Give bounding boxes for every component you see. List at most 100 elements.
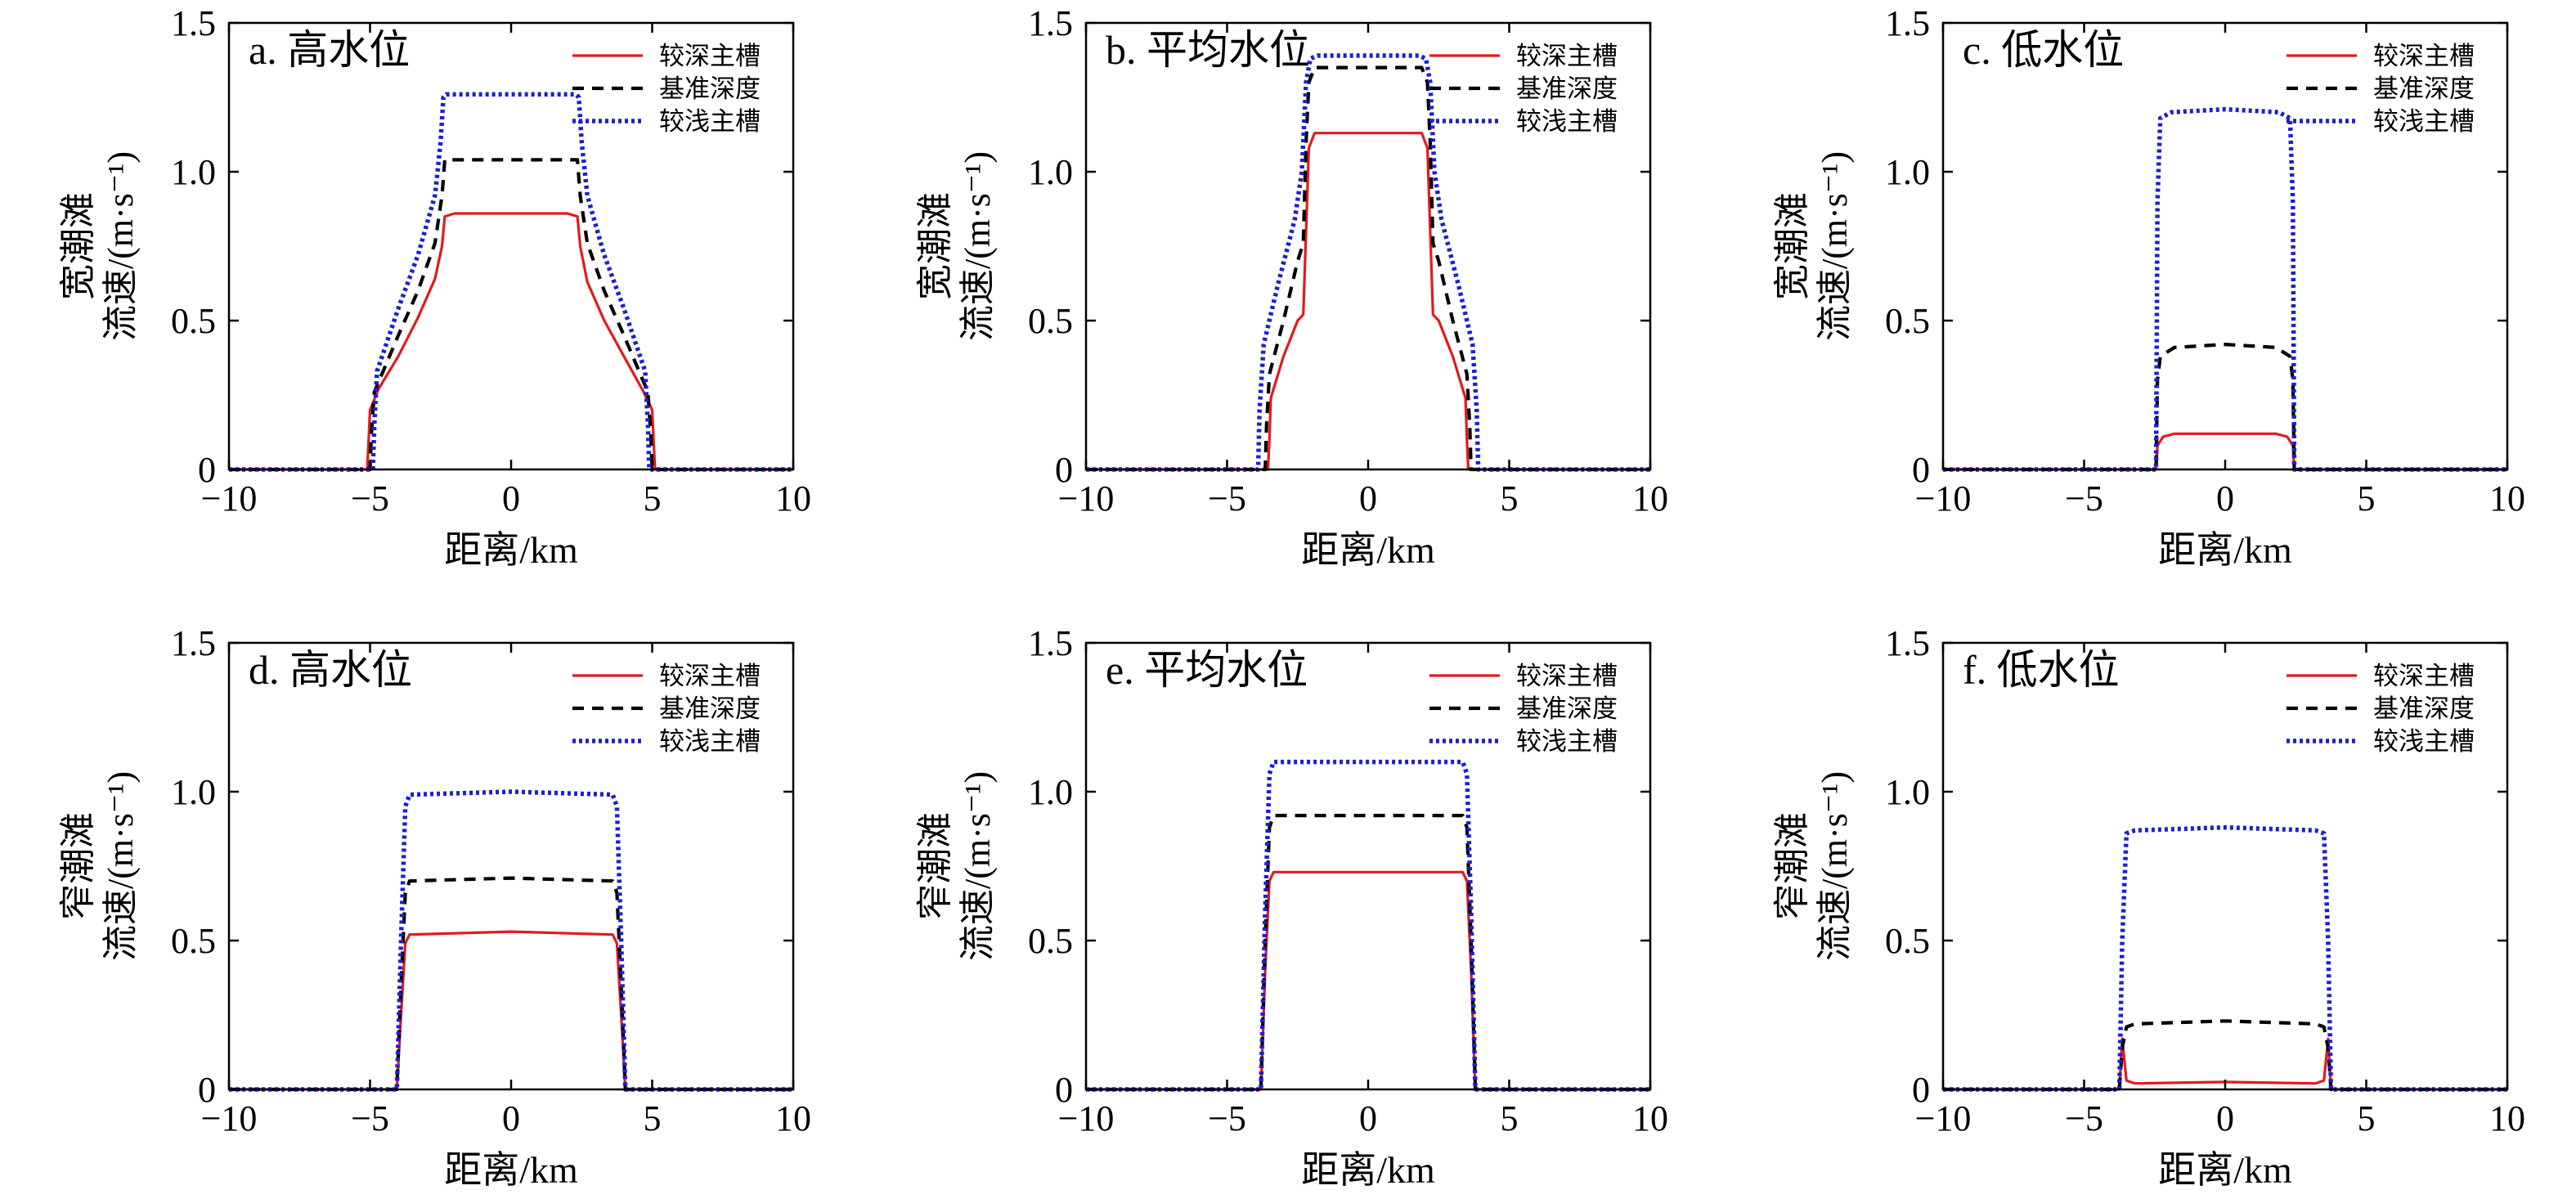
series-line-1 xyxy=(1086,870,1650,1091)
legend-label-2: 基准深度 xyxy=(2373,694,2475,723)
y-axis-label-line1: 窄潮滩 xyxy=(58,812,98,920)
y-axis-label-line2: 流速/(m·s⁻¹) xyxy=(1815,771,1855,961)
series-line-2 xyxy=(229,876,793,1092)
x-axis-label: 距离/km xyxy=(1301,1149,1435,1191)
y-tick-label: 1.5 xyxy=(1028,3,1073,43)
legend-label-1: 较深主槽 xyxy=(1516,42,1618,70)
panel-title: f. 低水位 xyxy=(1963,647,2120,693)
x-tick-label: 5 xyxy=(1501,1098,1519,1138)
y-tick-label: 1.0 xyxy=(1885,772,1930,812)
legend-label-2: 基准深度 xyxy=(2373,74,2475,103)
series-line-3 xyxy=(1086,53,1650,472)
legend-label-3: 较浅主槽 xyxy=(1516,107,1618,136)
series-line-3 xyxy=(1943,824,2507,1092)
y-tick-label: 1.5 xyxy=(1028,623,1073,663)
y-tick-label: 1.5 xyxy=(171,623,216,663)
panel-title: a. 高水位 xyxy=(249,27,410,73)
y-axis-label-line1: 窄潮滩 xyxy=(915,812,955,920)
y-tick-label: 1.0 xyxy=(1028,152,1073,192)
y-axis-label-line2: 流速/(m·s⁻¹) xyxy=(958,771,998,961)
x-tick-label: 0 xyxy=(2216,478,2234,519)
series-line-2 xyxy=(1086,814,1650,1092)
legend-label-2: 基准深度 xyxy=(659,74,761,103)
y-axis-label-line2: 流速/(m·s⁻¹) xyxy=(1815,151,1855,341)
series-line-1 xyxy=(229,212,793,471)
x-tick-label: −5 xyxy=(1208,1098,1246,1138)
y-axis-label-line1: 窄潮滩 xyxy=(1772,812,1812,920)
chart-panel-3: −10 −5 0 5 10 0 0.5 1.0 1.5 距离/km 宽潮滩 流速/(m·s⁻¹) c. … xyxy=(1772,3,2525,571)
legend-label-1: 较深主槽 xyxy=(1516,662,1618,690)
x-tick-label: −10 xyxy=(1058,478,1115,519)
y-tick-label: 1.5 xyxy=(1885,623,1930,663)
y-tick-label: 1.0 xyxy=(1885,152,1930,192)
x-tick-label: −10 xyxy=(1915,1098,1972,1138)
y-axis-label-line1: 宽潮滩 xyxy=(58,192,98,300)
x-tick-label: −5 xyxy=(2065,478,2103,519)
series-line-3 xyxy=(1086,759,1650,1092)
x-tick-label: 5 xyxy=(644,1098,662,1138)
x-tick-label: −10 xyxy=(201,1098,258,1138)
legend-label-3: 较浅主槽 xyxy=(659,107,761,136)
x-tick-label: −10 xyxy=(1915,478,1972,519)
legend-label-1: 较深主槽 xyxy=(2373,662,2475,690)
y-tick-label: 0 xyxy=(198,1070,216,1110)
x-axis-label: 距离/km xyxy=(444,1149,578,1191)
y-tick-label: 1.5 xyxy=(171,3,216,43)
series-line-1 xyxy=(1086,132,1650,471)
y-tick-label: 0 xyxy=(1055,450,1073,490)
legend-label-1: 较深主槽 xyxy=(2373,42,2475,70)
y-tick-label: 0 xyxy=(1055,1070,1073,1110)
legend-label-3: 较浅主槽 xyxy=(2373,727,2475,756)
panel-title: d. 高水位 xyxy=(249,647,412,693)
legend-label-2: 基准深度 xyxy=(1516,74,1618,103)
x-tick-label: 5 xyxy=(644,478,662,519)
x-tick-label: −5 xyxy=(1208,478,1246,519)
chart-panel-2: −10 −5 0 5 10 0 0.5 1.0 1.5 距离/km 宽潮滩 流速/(m·s⁻¹) b. … xyxy=(915,3,1668,571)
series-line-2 xyxy=(1086,65,1650,472)
x-tick-label: −5 xyxy=(351,1098,389,1138)
series-line-2 xyxy=(1943,1019,2507,1092)
x-tick-label: 0 xyxy=(1359,1098,1377,1138)
y-tick-label: 1.0 xyxy=(1028,772,1073,812)
y-tick-label: 0 xyxy=(1912,1070,1930,1110)
x-axis-label: 距离/km xyxy=(444,529,578,571)
x-tick-label: 5 xyxy=(1501,478,1519,519)
x-tick-label: 0 xyxy=(502,1098,520,1138)
series-line-3 xyxy=(1943,106,2507,472)
x-tick-label: 10 xyxy=(1632,478,1668,519)
chart-panel-6: −10 −5 0 5 10 0 0.5 1.0 1.5 距离/km 窄潮滩 流速/(m·s⁻¹) f. … xyxy=(1772,623,2525,1191)
y-tick-label: 1.0 xyxy=(171,152,216,192)
y-tick-label: 0.5 xyxy=(171,301,216,341)
y-axis-label-line2: 流速/(m·s⁻¹) xyxy=(101,151,141,341)
x-axis-label: 距离/km xyxy=(1301,529,1435,571)
y-tick-label: 0.5 xyxy=(1028,301,1073,341)
chart-panel-4: −10 −5 0 5 10 0 0.5 1.0 1.5 距离/km 窄潮滩 流速/(m·s⁻¹) d. … xyxy=(58,623,811,1191)
legend-label-3: 较浅主槽 xyxy=(1516,727,1618,756)
y-tick-label: 1.5 xyxy=(1885,3,1930,43)
series-line-3 xyxy=(229,92,793,472)
legend-label-1: 较深主槽 xyxy=(659,42,761,70)
x-tick-label: −10 xyxy=(201,478,258,519)
chart-panel-1: −10 −5 0 5 10 0 0.5 1.0 1.5 距离/km 宽潮滩 流速/(m·s⁻¹) a. … xyxy=(58,3,811,571)
y-tick-label: 0 xyxy=(1912,450,1930,490)
x-tick-label: −10 xyxy=(1058,1098,1115,1138)
panel-title: e. 平均水位 xyxy=(1106,647,1308,693)
x-tick-label: −5 xyxy=(351,478,389,519)
x-tick-label: 10 xyxy=(775,1098,811,1138)
x-tick-label: 5 xyxy=(2358,1098,2376,1138)
x-tick-label: 10 xyxy=(2489,478,2525,519)
series-line-1 xyxy=(229,930,793,1091)
y-tick-label: 0.5 xyxy=(171,921,216,961)
y-tick-label: 0.5 xyxy=(1028,921,1073,961)
legend-label-1: 较深主槽 xyxy=(659,662,761,690)
series-line-3 xyxy=(229,789,793,1092)
legend-label-2: 基准深度 xyxy=(1516,694,1618,723)
x-tick-label: −5 xyxy=(2065,1098,2103,1138)
y-tick-label: 1.0 xyxy=(171,772,216,812)
panel-title: b. 平均水位 xyxy=(1106,27,1310,73)
y-axis-label-line1: 宽潮滩 xyxy=(915,192,955,300)
series-line-2 xyxy=(229,158,793,472)
y-axis-label-line2: 流速/(m·s⁻¹) xyxy=(958,151,998,341)
y-axis-label-line2: 流速/(m·s⁻¹) xyxy=(101,771,141,961)
